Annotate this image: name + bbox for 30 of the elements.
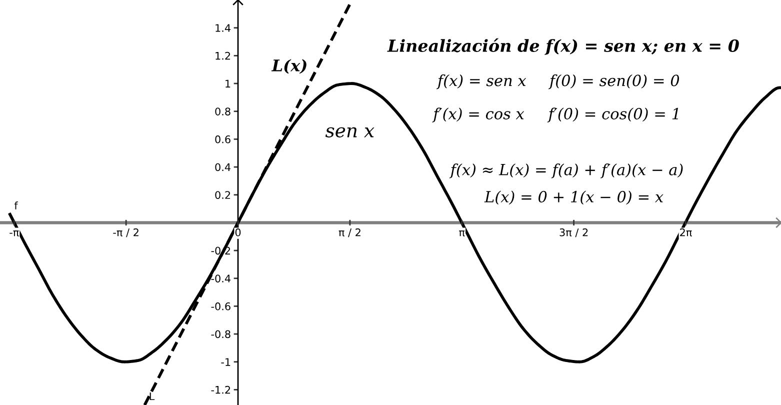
y-tick-label: 0.4 [215,163,230,172]
x-tick-label: -π / 2 [113,228,138,238]
annotation: f(x) = sen x [436,74,526,90]
y-tick-label: 0.8 [215,108,230,116]
x-tick-label: π [459,230,465,236]
y-tick-label: 1 [226,80,230,88]
x-tick-label: 3π / 2 [560,228,588,238]
y-tick-label: -1 [221,358,230,366]
annotation: L(x) = 0 + 1(x − 0) = x [484,190,664,205]
y-tick-label: -1.2 [211,386,230,394]
annotation: sen x [325,127,374,138]
y-tick-label: -0.4 [211,274,230,282]
x-tick-label: 0 [235,228,241,236]
x-tick-label: π / 2 [338,228,360,238]
y-tick-label: -0.8 [211,330,230,338]
text: Linealización de f(x) = sen x; en x = 0 [387,38,739,55]
series-label: L [150,392,155,400]
annotation: f′(x) = cos x [432,108,524,122]
annotation: L(x) [271,59,306,74]
y-tick-label: 0.2 [215,191,230,199]
y-tick-label: -0.6 [211,302,230,310]
y-tick-label: 0.6 [215,135,230,144]
annotation: f′(0) = cos(0) = 1 [547,108,678,122]
annotation: f(x) ≈ L(x) = f(a) + f′(a)(x − a) [449,164,683,178]
annotation: f(0) = sen(0) = 0 [548,74,680,90]
series-label: f [14,201,18,210]
x-tick-label: -π [10,230,19,236]
y-tick-label: 1.2 [216,52,230,60]
y-tick-label: 1.4 [216,24,230,32]
x-tick-label: 2π [680,228,692,236]
